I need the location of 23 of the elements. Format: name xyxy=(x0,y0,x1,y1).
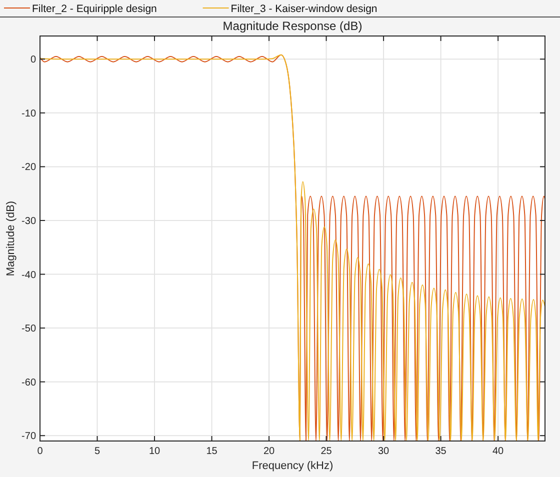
x-tick-label: 5 xyxy=(94,446,100,457)
y-tick-label: 0 xyxy=(30,54,36,66)
x-axis-title: Frequency (kHz) xyxy=(252,460,334,472)
legend-label: Filter_2 - Equiripple design xyxy=(32,3,158,15)
y-tick-label: -40 xyxy=(22,270,36,281)
y-tick-label: -10 xyxy=(22,108,36,120)
line-series xyxy=(40,54,545,441)
x-tick-label: 40 xyxy=(492,446,504,457)
y-tick-label: -60 xyxy=(22,377,36,388)
legend-label: Filter_3 - Kaiser-window design xyxy=(230,3,378,15)
x-tick-label: 10 xyxy=(148,446,161,457)
x-tick-label: 0 xyxy=(37,446,44,457)
x-tick-label: 20 xyxy=(263,446,276,457)
x-tick-label: 30 xyxy=(378,446,390,457)
x-tick-label: 35 xyxy=(435,446,447,457)
y-axis-title: Magnitude (dB) xyxy=(5,200,17,276)
y-tick-label: -70 xyxy=(22,431,36,442)
x-tick-label: 25 xyxy=(320,446,332,457)
y-tick-label: -50 xyxy=(22,324,36,335)
chart-title: Magnitude Response (dB) xyxy=(222,19,362,33)
x-tick-label: 15 xyxy=(206,446,218,457)
y-tick-label: -20 xyxy=(22,162,36,174)
y-tick-label: -30 xyxy=(22,216,36,227)
